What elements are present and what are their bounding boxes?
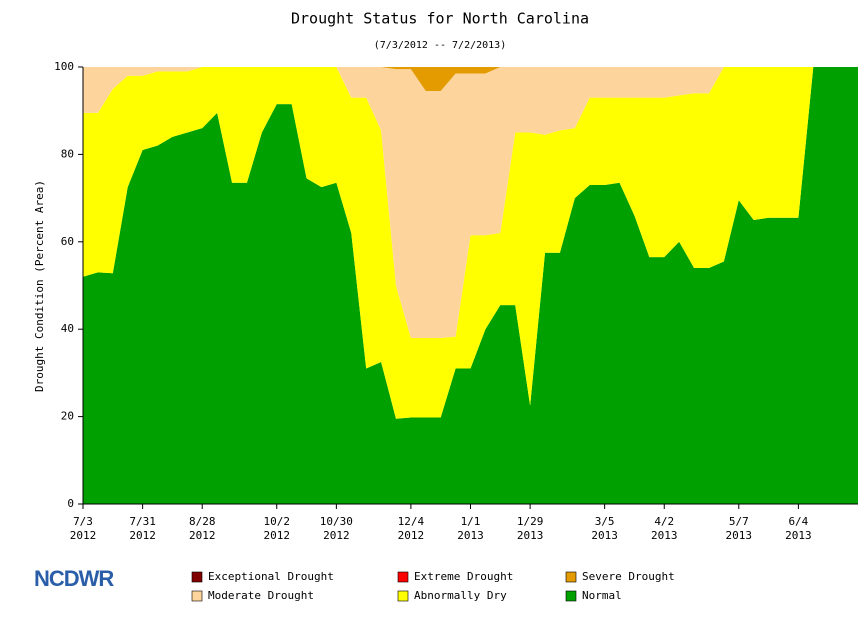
y-tick-label: 20 [61, 410, 74, 423]
legend-swatch [397, 590, 409, 602]
legend-swatch [191, 571, 203, 583]
y-tick-label: 0 [67, 497, 74, 510]
x-tick-label: 1/29 2013 [516, 515, 544, 542]
legend-swatch [191, 590, 203, 602]
x-tick-label: 6/4 2013 [785, 515, 812, 542]
x-tick-label: 10/2 2012 [263, 515, 291, 542]
y-axis-label: Drought Condition (Percent Area) [33, 180, 46, 392]
legend-label: Normal [582, 589, 622, 602]
legend-label: Extreme Drought [414, 570, 513, 583]
x-tick-label: 8/28 2012 [188, 515, 216, 542]
x-tick-label: 4/2 2013 [651, 515, 678, 542]
y-tick-label: 40 [61, 322, 74, 335]
chart-title: Drought Status for North Carolina [291, 10, 589, 28]
area [83, 67, 858, 92]
x-tick-label: 3/5 2013 [591, 515, 618, 542]
x-tick-label: 1/1 2013 [457, 515, 484, 542]
legend-label: Exceptional Drought [208, 570, 334, 583]
legend-label: Abnormally Dry [414, 589, 507, 602]
x-tick-label: 12/4 2012 [397, 515, 425, 542]
x-tick-label: 5/7 2013 [725, 515, 753, 542]
logo: NCDWR [34, 566, 114, 591]
legend-swatch [565, 571, 577, 583]
y-tick-label: 100 [54, 60, 74, 73]
area [83, 67, 858, 419]
y-tick-label: 60 [61, 235, 74, 248]
y-tick-label: 80 [61, 147, 74, 160]
legend-label: Moderate Drought [208, 589, 314, 602]
x-tick-label: 10/30 2012 [319, 515, 353, 542]
legend-label: Severe Drought [582, 570, 675, 583]
legend-swatch [565, 590, 577, 602]
area [83, 67, 858, 338]
chart-subtitle: (7/3/2012 -- 7/2/2013) [374, 40, 506, 51]
x-tick-label: 7/31 2012 [129, 515, 156, 542]
area [83, 67, 858, 504]
legend-swatch [397, 571, 409, 583]
x-tick-label: 7/3 2012 [69, 515, 97, 542]
